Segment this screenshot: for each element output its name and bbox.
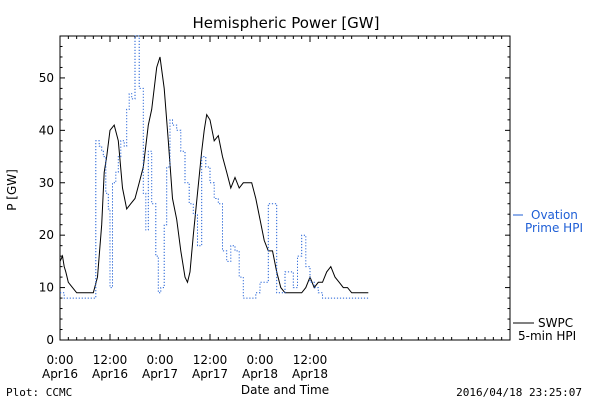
legend: Ovation Prime HPI SWPC 5-min HPI (513, 208, 583, 343)
x-tick-time-label: 12:00 (293, 353, 328, 367)
legend-swpc-line2: 5-min HPI (518, 329, 576, 343)
series-layer (59, 35, 369, 299)
x-tick-date-label: Apr17 (192, 367, 228, 381)
legend-ovation-line1: Ovation (531, 208, 578, 222)
y-tick-label: 0 (46, 333, 54, 347)
x-tick-time-label: 12:00 (93, 353, 128, 367)
y-tick-label: 40 (39, 123, 54, 137)
y-axis-label: P [GW] (5, 169, 19, 211)
ovation-series-line (60, 35, 369, 299)
chart-title: Hemispheric Power [GW] (193, 14, 380, 32)
y-tick-label: 20 (39, 228, 54, 242)
x-tick-time-label: 12:00 (193, 353, 228, 367)
footer-timestamp: 2016/04/18 23:25:07 (456, 386, 582, 399)
x-tick-date-label: Apr16 (92, 367, 128, 381)
swpc-series-line (59, 56, 369, 294)
footer-plot-credit: Plot: CCMC (6, 386, 72, 399)
legend-ovation-line2: Prime HPI (525, 221, 583, 235)
x-tick-time-label: 0:00 (147, 353, 174, 367)
legend-swpc-line1: SWPC (538, 316, 573, 330)
x-axis-label: Date and Time (241, 383, 329, 397)
x-tick-date-label: Apr18 (242, 367, 278, 381)
y-tick-label: 10 (39, 281, 54, 295)
x-axis-ticks: 0:00Apr1612:00Apr160:00Apr1712:00Apr170:… (42, 36, 503, 381)
plot-frame (59, 35, 511, 341)
y-axis-ticks: 0 10 20 30 40 50 (39, 35, 510, 347)
y-tick-label: 50 (39, 71, 54, 85)
x-tick-date-label: Apr18 (292, 367, 328, 381)
x-tick-date-label: Apr16 (42, 367, 78, 381)
x-tick-time-label: 0:00 (47, 353, 74, 367)
x-tick-date-label: Apr17 (142, 367, 178, 381)
x-tick-time-label: 0:00 (247, 353, 274, 367)
y-tick-label: 30 (39, 176, 54, 190)
